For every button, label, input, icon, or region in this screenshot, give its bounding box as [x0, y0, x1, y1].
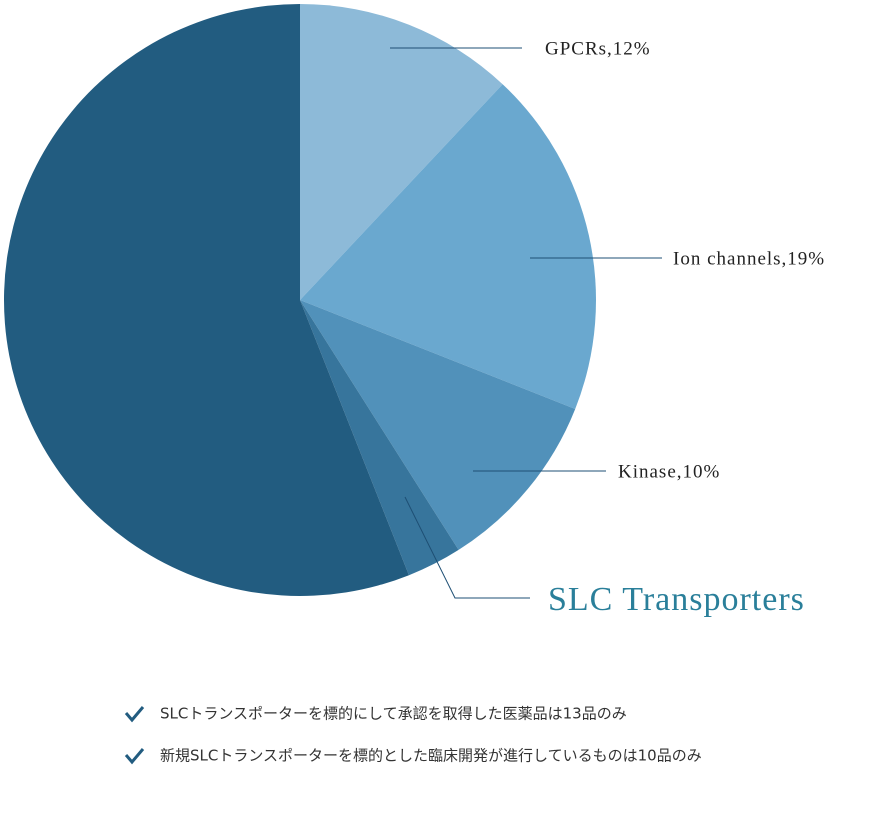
note: SLCトランスポーターを標的にして承認を取得した医薬品は13品のみ	[160, 705, 627, 723]
check-icon	[124, 748, 145, 765]
slice-label: Ion channels,19%	[673, 248, 825, 269]
pie-slice	[4, 4, 409, 596]
pie-slice	[300, 4, 503, 300]
check-icon	[124, 706, 145, 723]
pie-slice	[300, 84, 597, 409]
slice-label: Kinase,10%	[618, 461, 720, 482]
pie-slice	[300, 300, 576, 550]
note: 新規SLCトランスポーターを標的とした臨床開発が進行しているものは10品のみ	[160, 747, 702, 765]
pie-slice	[300, 300, 459, 576]
slice-label: SLC Transporters	[548, 581, 805, 618]
slice-label: GPCRs,12%	[545, 38, 651, 59]
leader-line	[404, 496, 530, 599]
